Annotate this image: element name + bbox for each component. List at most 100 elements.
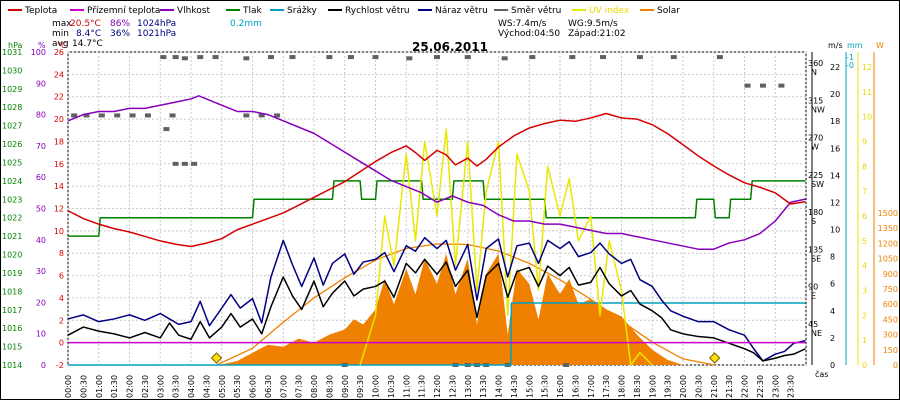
legend-label-smer: Směr větru [511,6,561,16]
wind-direction-mark [372,55,379,60]
unit-pct: % [38,41,46,50]
time-tick-label: 23:00 [771,375,780,398]
time-tick-label: 07:30 [295,375,304,398]
time-tick-label: 17:30 [602,375,611,398]
uv-tick-label: 6 [862,212,867,221]
unit-hpa: hPa [8,41,23,50]
direction-tick-label: W [811,143,819,152]
solar-tick-label: 150 [883,346,898,355]
pressure-tick-label: 1016 [2,324,22,333]
wind-direction-mark [563,363,570,367]
uv-tick-label: 1 [862,336,867,345]
wind-direction-mark [212,55,219,60]
legend: Teplota Přízemní teplota Vlhkost Tlak Srážky… [8,6,680,16]
uv-tick-label: 5 [862,237,867,246]
pressure-tick-label: 1030 [2,66,22,75]
stat-max-temp: 20.5°C [70,19,101,29]
wind-direction-mark [274,113,281,118]
humidity-tick-label: 30 [36,267,46,276]
time-tick-label: 06:30 [264,375,273,398]
time-tick-label: 05:00 [218,375,227,398]
pressure-tick-label: 1021 [2,232,22,241]
solar-tick-label: 750 [883,285,898,294]
pressure-tick-label: 1022 [2,214,22,223]
uv-tick-label: 4 [862,262,867,271]
time-tick-label: 01:00 [95,375,104,398]
temp-tick-label: 24 [54,70,64,79]
time-tick-label: 07:00 [279,375,288,398]
temp-tick-label: 10 [54,227,64,236]
wind-direction-mark [71,113,78,118]
wind-direction-mark [600,55,607,60]
pressure-tick-label: 1017 [2,306,22,315]
pressure-tick-label: 1014 [2,361,22,370]
pressure-tick-label: 1018 [2,287,22,296]
unit-mm: mm [847,41,863,50]
time-tick-label: 08:30 [325,375,334,398]
temp-tick-label: 6 [59,272,64,281]
direction-tick-label: SW [811,180,824,189]
stat-sunset: Západ:21:02 [568,29,626,39]
pressure-tick-label: 1028 [2,103,22,112]
time-tick-label: 13:30 [479,375,488,398]
wind-direction-mark [98,113,105,118]
humidity-tick-label: 70 [36,142,46,151]
direction-tick-label: E [811,292,816,301]
uv-tick-label: 8 [862,162,867,171]
direction-tick-label: NE [811,329,822,338]
direction-tick-label: NW [811,105,825,114]
uv-tick-label: 12 [862,63,872,72]
stat-avg-label: avg [52,39,69,49]
gust-line [67,236,806,362]
time-tick-label: 00:30 [79,375,88,398]
time-tick-label: 04:30 [202,375,211,398]
direction-tick-deg: 180 [808,208,823,217]
time-tick-label: 20:00 [679,375,688,398]
uv-tick-label: 0 [862,361,867,370]
uv-tick-label: 9 [862,138,867,147]
axes: -202468101214161820222426101410151016101… [2,48,898,398]
time-tick-label: 22:30 [756,375,765,398]
time-tick-label: 18:00 [618,375,627,398]
temp-tick-label: 2 [59,316,64,325]
humidity-tick-label: 10 [36,330,46,339]
stat-min-press: 1021hPa [137,29,176,39]
humidity-tick-label: 60 [36,173,46,182]
wind-direction-mark [501,56,508,61]
temp-tick-label: 4 [59,294,64,303]
time-tick-label: 12:30 [448,375,457,398]
wind-direction-mark [163,127,170,132]
rain-tick-label: -0 [846,61,854,70]
stat-max-label: max [52,19,72,29]
time-tick-label: 10:30 [387,375,396,398]
wind-direction-mark [243,56,250,61]
stat-wg: WG:9.5m/s [568,19,618,29]
time-tick-label: 19:30 [664,375,673,398]
direction-tick-deg: 135 [808,245,823,254]
wind-direction-mark [181,56,188,61]
temp-tick-label: 26 [54,48,64,57]
legend-label-tlak: Tlak [242,6,263,16]
wind-direction-mark [289,55,296,60]
temp-tick-label: 22 [54,93,64,102]
legend-label-prizemni: Přízemní teplota [87,6,160,16]
direction-tick-deg: 270 [808,134,823,143]
time-tick-label: 11:30 [418,375,427,398]
direction-tick-deg: 225 [808,171,823,180]
solar-tick-label: 1500 [878,209,898,218]
time-tick-label: 06:00 [249,375,258,398]
stat-sunrise: Východ:04:50 [498,29,560,39]
wind-direction-mark [181,161,188,166]
uv-tick-label: 11 [862,88,872,97]
wind-direction-mark [172,161,179,166]
wind-tick-label: 20 [830,90,840,99]
pressure-tick-label: 1026 [2,140,22,149]
time-tick-label: 11:00 [402,375,411,398]
direction-tick-label: S [811,217,816,226]
wind-direction-mark [169,113,176,118]
direction-tick-label: N [811,68,817,77]
temp-tick-label: -2 [56,361,64,370]
humidity-tick-label: 50 [36,205,46,214]
wind-tick-label: 8 [830,253,835,262]
wind-tick-label: 0 [830,361,835,370]
